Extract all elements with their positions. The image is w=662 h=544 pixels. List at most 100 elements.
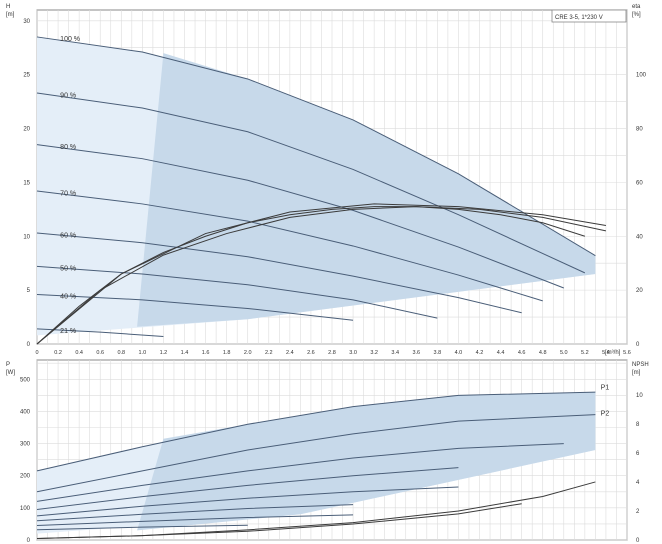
head-efficiency-panel: 0 0.2 0.4 0.6 0.8 1.0 1.2 1.4 1.6 1.8 2.0 2.2 2.4 2.6…: [6, 4, 647, 356]
power-best-zone: [137, 392, 596, 531]
x-tick-label: 3.4: [391, 350, 399, 356]
x-tick-label: 2.2: [265, 350, 273, 356]
y-tick-label: 10: [23, 234, 30, 240]
power-curve: [36, 486, 459, 517]
x-tick-label: 3.2: [370, 350, 378, 356]
power-curve: [36, 443, 564, 502]
x-tick-label: 1.2: [160, 350, 168, 356]
y-tick-label: 25: [23, 73, 30, 79]
head-curve: [36, 328, 164, 337]
efficiency-curve: [36, 203, 607, 345]
x-tick-label: 2.6: [307, 350, 315, 356]
p2-label: P2: [601, 410, 610, 417]
power-axis-unit: [W]: [6, 370, 15, 376]
head-axis-unit: [m]: [6, 12, 15, 18]
x-tick-label: 0.6: [96, 350, 104, 356]
x-tick-label: 1.4: [181, 350, 189, 356]
power-curve: [36, 391, 596, 472]
x-tick-label: 0.2: [54, 350, 62, 356]
x-tick-label: 4.8: [539, 350, 547, 356]
speed-labels: 100 % 90 % 80 % 70 % 60 % 50 % 40 % 21 %: [60, 36, 80, 335]
speed-label: 70 %: [60, 190, 76, 197]
x-tick-label: 4.0: [455, 350, 463, 356]
x-tick-label: 3.0: [349, 350, 357, 356]
x-tick-label: 3.8: [434, 350, 442, 356]
efficiency-curves: [36, 203, 607, 345]
y-right-tick-label: 2: [636, 509, 640, 515]
power-curves: [36, 391, 596, 531]
head-ticks: 0 0.2 0.4 0.6 0.8 1.0 1.2 1.4 1.6 1.8 2.0 2.2 2.4 2.6…: [23, 19, 646, 356]
y-tick-label: 100: [20, 506, 31, 512]
power-ticks: 0 100 200 300 400 500 0 2 4 6 8 10: [20, 377, 643, 544]
power-axis-label: P: [6, 362, 10, 368]
p1-label: P1: [601, 385, 610, 392]
y-right-tick-label: 8: [636, 422, 640, 428]
x-tick-label: 5.0: [560, 350, 568, 356]
y-tick-label: 200: [20, 474, 31, 480]
head-curve: [36, 190, 543, 302]
npsh-curves: [36, 481, 596, 540]
y-right-tick-label: 20: [636, 288, 643, 294]
x-tick-label: 1.6: [202, 350, 210, 356]
speed-label: 60 %: [60, 232, 76, 239]
x-tick-label: 1.0: [139, 350, 147, 356]
flow-axis-unit: [m³/h]: [605, 350, 621, 356]
head-curves: [36, 36, 596, 337]
power-curve: [36, 467, 459, 510]
best-efficiency-zone: [137, 53, 596, 327]
head-curve: [36, 36, 596, 257]
speed-label: 50 %: [60, 266, 76, 273]
y-right-tick-label: 100: [636, 73, 647, 79]
x-tick-label: 0.8: [117, 350, 125, 356]
y-right-tick-label: 80: [636, 127, 643, 133]
x-tick-label: 4.4: [497, 350, 505, 356]
y-right-tick-label: 40: [636, 234, 643, 240]
power-curve: [36, 414, 596, 493]
y-tick-label: 0: [27, 538, 31, 544]
y-tick-label: 0: [27, 342, 31, 348]
head-curve: [36, 265, 438, 319]
head-curve: [36, 144, 564, 289]
power-npsh-panel: 0 100 200 300 400 500 0 2 4 6 8 10 P [W] NPSH [m] P…: [6, 359, 649, 544]
y-right-tick-label: 0: [636, 342, 640, 348]
head-curve: [36, 232, 522, 314]
y-right-tick-label: 60: [636, 180, 643, 186]
x-tick-label: 5.4: [602, 350, 610, 356]
speed-label: 100 %: [60, 36, 80, 43]
head-axis-label: H: [6, 4, 10, 10]
x-tick-label: 5.2: [581, 350, 589, 356]
x-tick-label: 2.4: [286, 350, 294, 356]
model-label: CRE 3-5, 1*230 V: [555, 15, 603, 21]
x-tick-label: 3.6: [412, 350, 420, 356]
y-tick-label: 30: [23, 19, 30, 25]
power-curve: [36, 514, 354, 527]
x-tick-label: 0: [35, 350, 38, 356]
y-right-tick-label: 4: [636, 480, 640, 486]
x-tick-label: 2.0: [244, 350, 252, 356]
head-curve: [36, 293, 354, 321]
y-right-tick-label: 0: [636, 538, 640, 544]
y-tick-label: 15: [23, 180, 30, 186]
x-tick-label: 4.6: [518, 350, 526, 356]
model-label-box: [551, 9, 627, 23]
y-right-tick-label: 6: [636, 451, 640, 457]
speed-label: 90 %: [60, 92, 76, 99]
x-tick-label: 1.8: [223, 350, 231, 356]
y-tick-label: 20: [23, 127, 30, 133]
efficiency-curve: [36, 206, 607, 345]
eta-axis-label: eta: [632, 4, 641, 10]
speed-label: 40 %: [60, 294, 76, 301]
x-tick-label: 5.6: [623, 350, 631, 356]
operating-range-shading: [37, 36, 596, 336]
npsh-axis-unit: [m]: [632, 370, 641, 376]
y-tick-label: 5: [27, 288, 31, 294]
speed-label: 21 %: [60, 328, 76, 335]
power-curve: [36, 524, 248, 531]
x-tick-label: 2.8: [328, 350, 336, 356]
y-right-tick-label: 10: [636, 393, 643, 399]
eta-axis-unit: [%]: [632, 12, 641, 18]
y-tick-label: 500: [20, 377, 31, 383]
y-tick-label: 300: [20, 442, 31, 448]
y-tick-label: 400: [20, 409, 31, 415]
